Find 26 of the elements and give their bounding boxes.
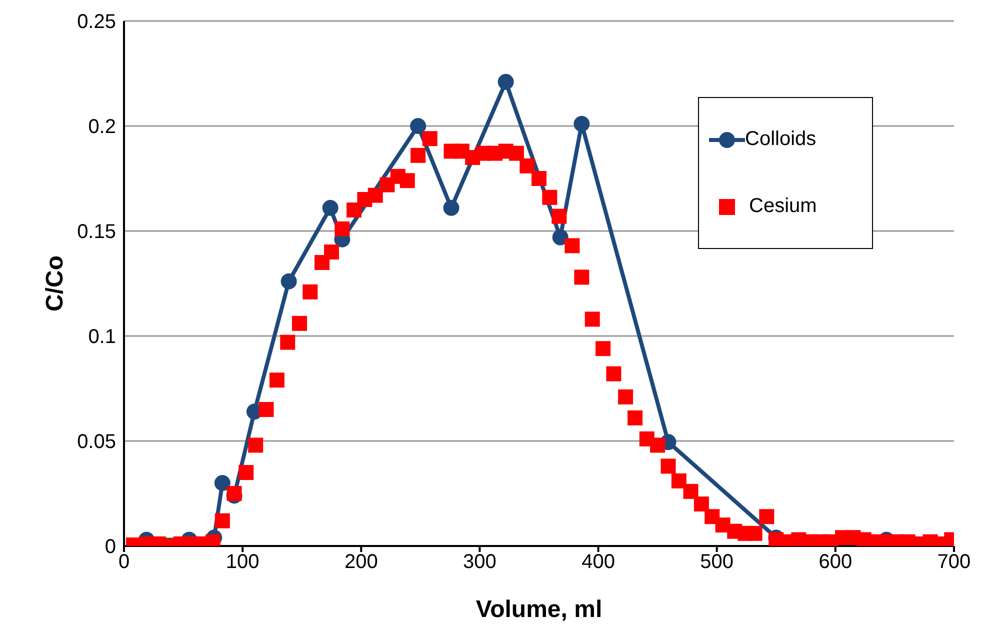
point <box>410 118 426 134</box>
x-tick-label: 700 <box>937 551 971 574</box>
x-tick-label: 400 <box>582 551 615 574</box>
y-axis-title: C/Co <box>42 256 69 312</box>
x-tick-label: 100 <box>226 551 260 574</box>
x-tick-label: 0 <box>118 551 130 574</box>
point <box>214 475 230 491</box>
x-tick-label: 500 <box>700 551 734 574</box>
x-axis-title: Volume, ml <box>476 596 602 624</box>
x-tick-label: 300 <box>463 551 496 574</box>
y-tick-label: 0 <box>104 536 116 558</box>
point <box>443 200 460 216</box>
y-tick-label: 0.1 <box>88 326 116 348</box>
x-tick-label: 600 <box>818 551 852 574</box>
point <box>498 74 514 90</box>
point <box>322 200 338 216</box>
point <box>574 116 590 132</box>
y-tick-label: 0.15 <box>77 221 116 244</box>
point <box>280 273 297 290</box>
point <box>552 229 568 246</box>
y-tick-label: 0.25 <box>77 11 116 34</box>
legend-label: Cesium <box>749 195 817 218</box>
x-tick-label: 200 <box>344 551 378 574</box>
y-tick-label: 0.2 <box>88 116 116 138</box>
y-tick-label: 0.05 <box>77 431 116 454</box>
legend-label: Colloids <box>745 128 816 151</box>
